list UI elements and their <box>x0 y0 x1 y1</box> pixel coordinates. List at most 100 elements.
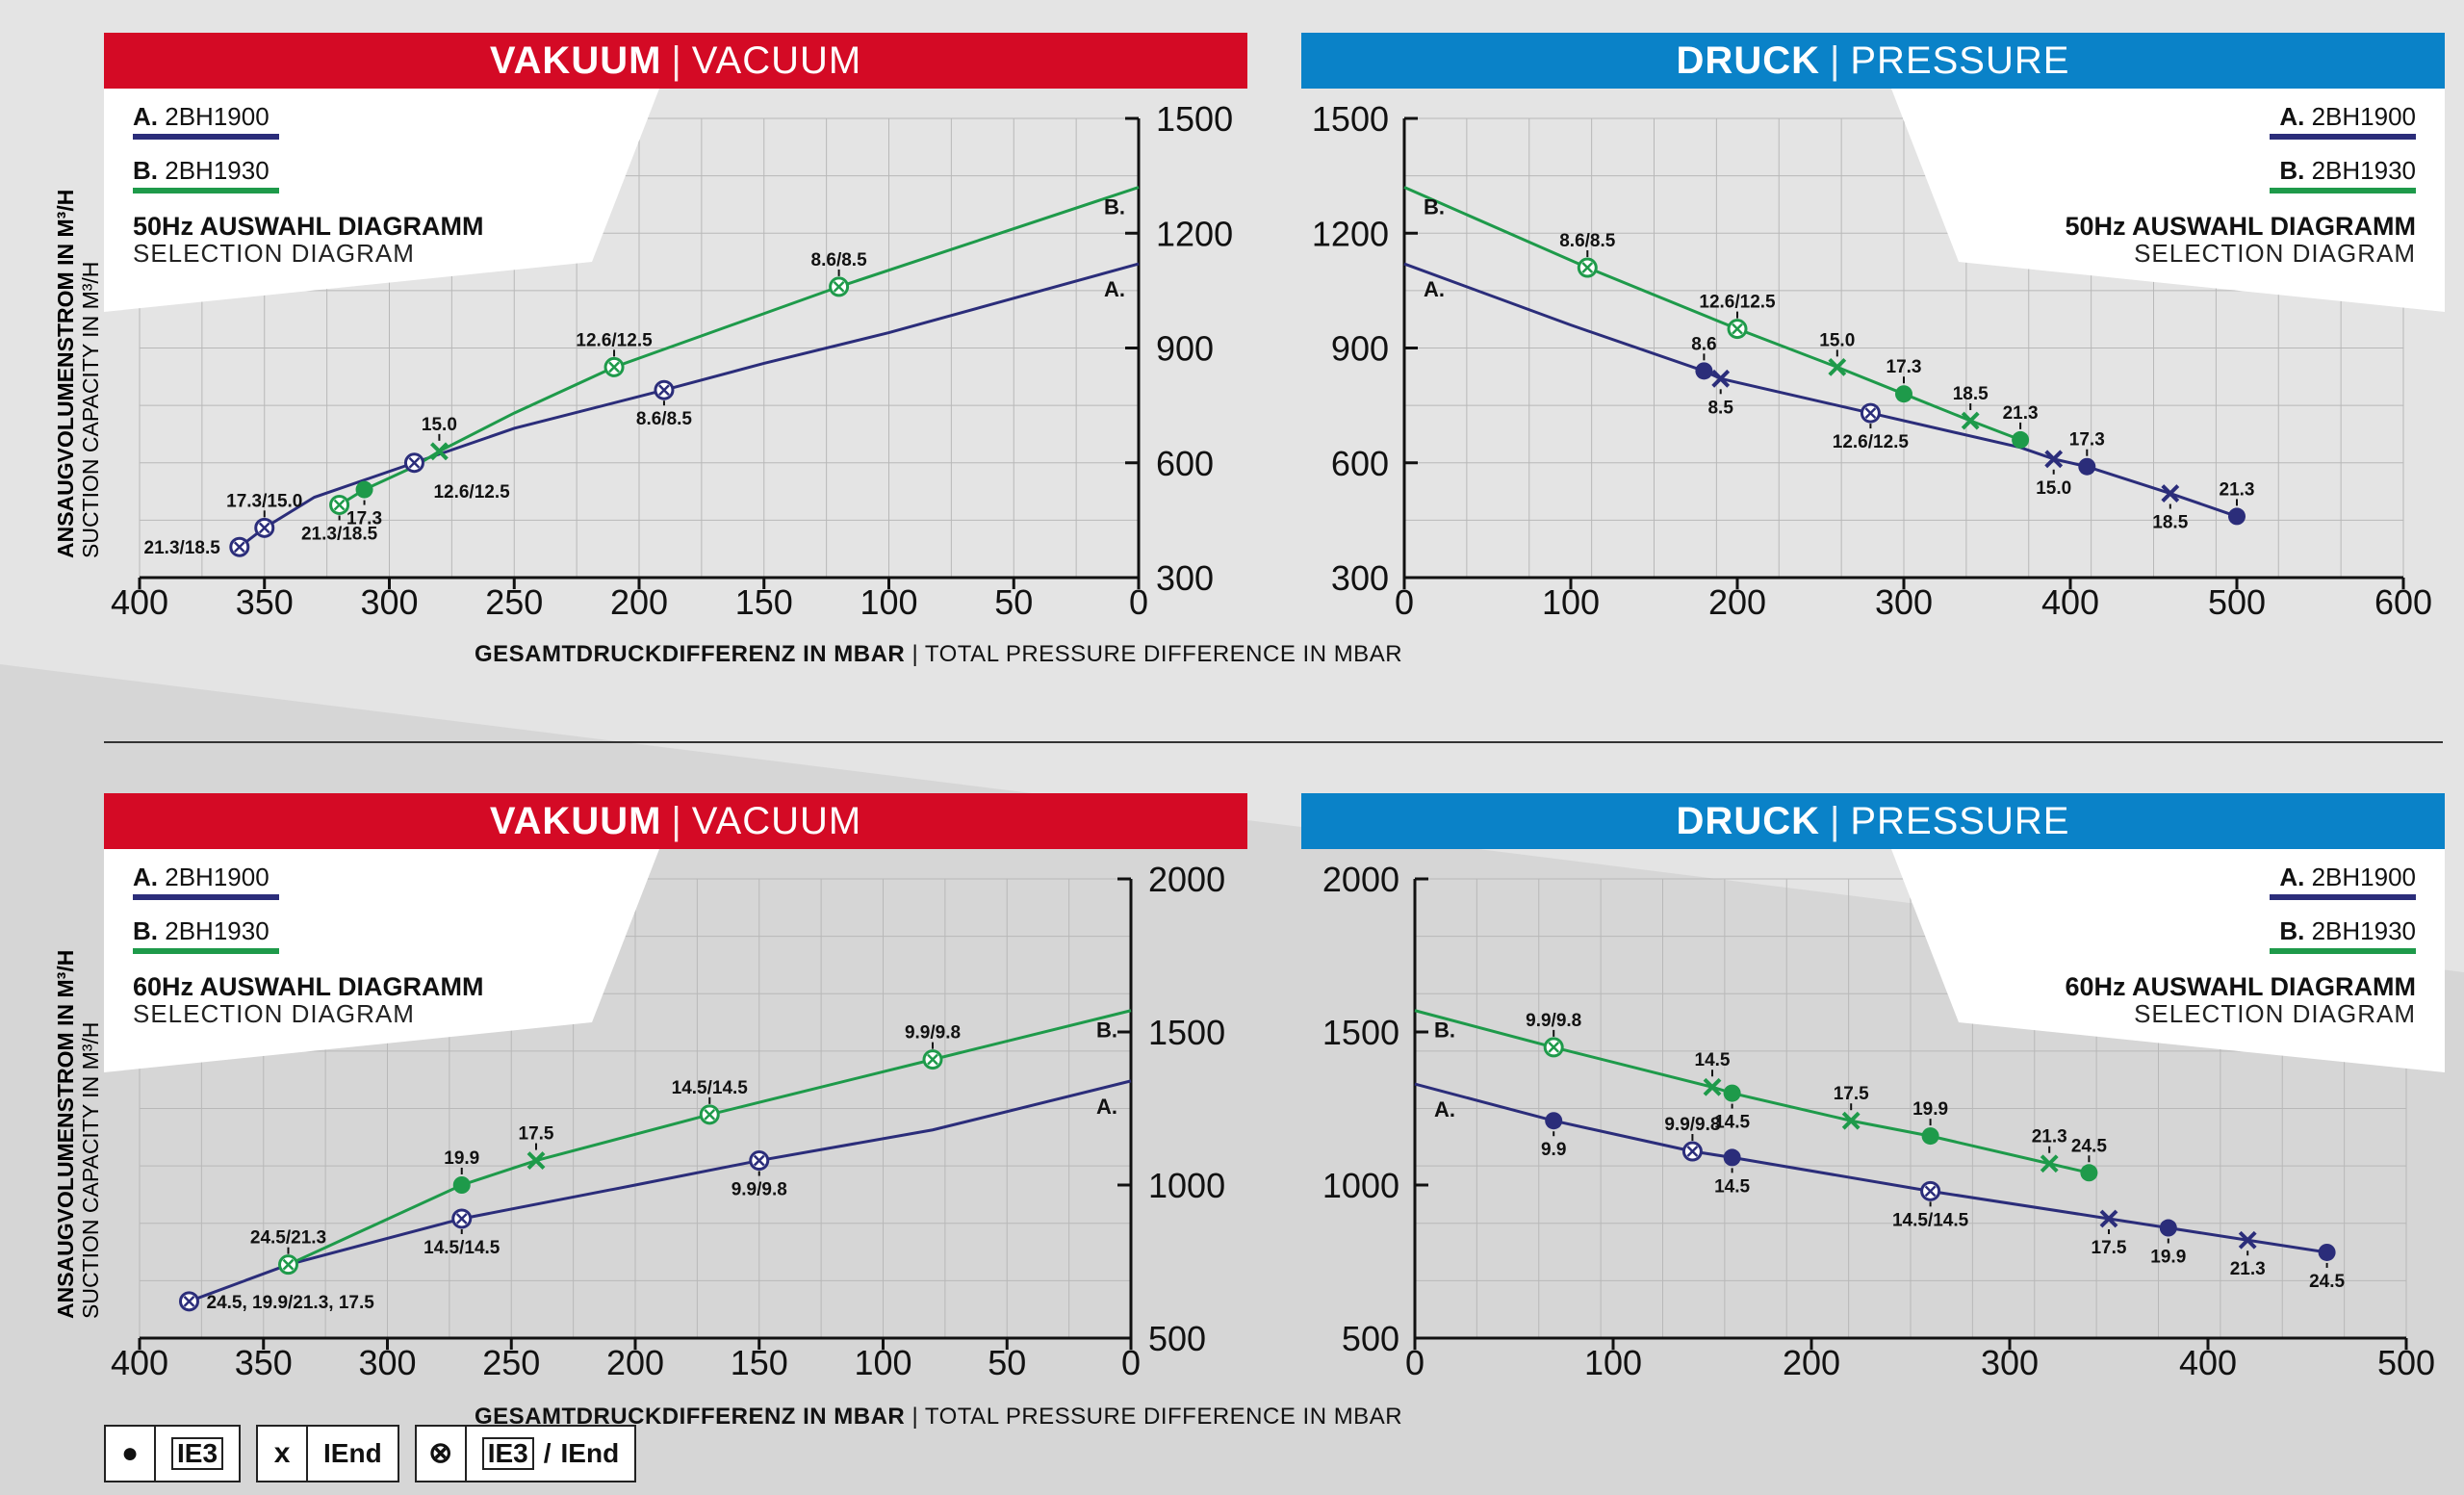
marker-label: 9.9/9.8 <box>1664 1115 1720 1135</box>
marker-label: 14.5 <box>1714 1113 1750 1133</box>
series-line-2BH1900 <box>238 262 1140 549</box>
x-tick-label: 100 <box>854 1343 911 1382</box>
legend-a: A. 2BH1900 <box>2279 863 2416 891</box>
marker-label: 14.5 <box>1695 1050 1731 1070</box>
inset-subtitle: SELECTION DIAGRAM <box>2134 239 2416 268</box>
iend-marker <box>1711 369 1731 388</box>
inset-box <box>1891 849 2445 1072</box>
series-tag: B. <box>1104 195 1125 219</box>
x-tick-label: 150 <box>735 582 793 622</box>
marker-label: 19.9 <box>1912 1099 1948 1120</box>
ie3-marker <box>2012 430 2030 449</box>
marker-label: 15.0 <box>422 415 457 435</box>
marker-label: 8.6 <box>1691 334 1716 354</box>
marker-label: 14.5/14.5 <box>672 1078 749 1098</box>
legend-b: B. 2BH1930 <box>133 916 270 945</box>
pre60-group: 0 100 200 300 400 500 500 1000 1500 2000 A. B. 9.9 9.… <box>1322 849 2445 1382</box>
y-tick-label: 900 <box>1156 329 1214 369</box>
series-line-2BH1900 <box>1403 262 2238 518</box>
both-marker-cross <box>455 1213 468 1224</box>
x-tick-label: 500 <box>2208 582 2266 622</box>
marker-label: 12.6/12.5 <box>433 482 510 503</box>
ie3-marker <box>2080 1164 2098 1182</box>
y-axis-label-top: ANSAUGVOLUMENSTROM IN M³/H SUCTION CAPAC… <box>27 77 103 558</box>
series-tag: B. <box>1424 195 1445 219</box>
x-tick-label: 200 <box>1783 1343 1840 1382</box>
legend-b: B. 2BH1930 <box>133 156 270 185</box>
x-tick-label: 100 <box>1584 1343 1642 1382</box>
marker-label: 24.5 <box>2071 1136 2107 1156</box>
both-marker-cross <box>408 456 421 469</box>
both-marker-cross <box>927 1053 938 1066</box>
ie3-marker <box>2228 507 2246 526</box>
x-tick-label: 0 <box>1405 1343 1424 1382</box>
x-axis-label-top: GESAMTDRUCKDIFFERENZ IN MBAR | TOTAL PRE… <box>474 641 1403 667</box>
y-tick-label: 1500 <box>1322 1013 1399 1052</box>
y-axis-label-en: SUCTION CAPACITY IN M³/H <box>78 1022 103 1319</box>
marker-label: 17.3 <box>1886 357 1922 377</box>
x-tick-label: 200 <box>1708 582 1766 622</box>
x-tick-label: 300 <box>1875 582 1933 622</box>
marker-label: 24.5/21.3 <box>250 1228 326 1249</box>
x-tick-label: 600 <box>2374 582 2432 622</box>
x-tick-label: 400 <box>2041 582 2099 622</box>
legend-a: A. 2BH1900 <box>133 863 270 891</box>
marker-label: 12.6/12.5 <box>1699 293 1776 313</box>
y-tick-label: 900 <box>1331 329 1389 369</box>
marker-label: 21.3 <box>2032 1127 2067 1147</box>
ie3-marker <box>1921 1127 1939 1146</box>
marker-label: 18.5 <box>2152 513 2188 533</box>
dot-icon: ● <box>106 1427 156 1481</box>
y-axis-label-de: ANSAUGVOLUMENSTROM IN M³/H <box>53 950 78 1319</box>
legend-ie3: ● IE3 <box>104 1425 242 1482</box>
vacuum-header-bottom: VAKUUM | VACUUM <box>104 793 1247 849</box>
both-marker-cross <box>1686 1146 1699 1157</box>
marker-label: 21.3/18.5 <box>301 524 378 544</box>
x-tick-label: 0 <box>1129 582 1148 622</box>
marker-label: 15.0 <box>1819 330 1855 350</box>
marker-label: 24.5 <box>2309 1272 2345 1292</box>
both-marker-cross <box>833 281 845 293</box>
iend-marker <box>2040 1154 2059 1173</box>
marker-label: 19.9 <box>2150 1248 2186 1268</box>
inset-subtitle: SELECTION DIAGRAM <box>133 239 415 268</box>
x-tick-label: 0 <box>1395 582 1414 622</box>
legend-a: A. 2BH1900 <box>2279 102 2416 131</box>
marker-label: 9.9 <box>1541 1140 1566 1160</box>
ie3-marker <box>1723 1084 1741 1102</box>
both-marker-cross <box>1864 407 1877 419</box>
x-tick-label: 250 <box>482 1343 540 1382</box>
y-axis-label-en: SUCTION CAPACITY IN M³/H <box>78 262 103 558</box>
y-tick-label: 1500 <box>1156 99 1233 139</box>
inset-box <box>1891 89 2445 312</box>
pressure-header-bottom: DRUCK | PRESSURE <box>1301 793 2445 849</box>
x-tick-label: 400 <box>111 582 168 622</box>
marker-label: 21.3 <box>2230 1259 2266 1279</box>
ie3-marker <box>355 480 373 499</box>
marker-label: 14.5/14.5 <box>424 1238 500 1258</box>
x-tick-label: 50 <box>988 1343 1026 1382</box>
marker-label: 12.6/12.5 <box>1833 432 1910 452</box>
y-tick-label: 500 <box>1148 1319 1206 1358</box>
y-axis-label-de: ANSAUGVOLUMENSTROM IN M³/H <box>53 190 78 558</box>
marker-label: 17.5 <box>1834 1084 1869 1104</box>
both-marker-cross <box>753 1154 765 1167</box>
iend-marker <box>429 442 449 461</box>
marker-label: 17.3/15.0 <box>226 491 302 511</box>
inset-title: 60Hz AUSWAHL DIAGRAMM <box>133 972 484 1001</box>
both-marker-cross <box>282 1258 295 1271</box>
both-marker-cross <box>1581 262 1594 273</box>
y-tick-label: 500 <box>1342 1319 1399 1358</box>
both-marker-cross <box>258 522 270 534</box>
both-marker-cross <box>608 361 620 374</box>
both-marker-cross <box>183 1295 195 1307</box>
marker-label: 9.9/9.8 <box>732 1180 787 1200</box>
marker-label: 21.3 <box>2003 403 2039 424</box>
y-tick-label: 1500 <box>1312 99 1389 139</box>
x-tick-label: 150 <box>731 1343 788 1382</box>
marker-label: 8.6/8.5 <box>636 409 693 429</box>
cross-icon: x <box>258 1427 309 1481</box>
legend-b: B. 2BH1930 <box>2279 916 2416 945</box>
pre50-group: 0 100 200 300 400 500 600 300 600 900 1200 1500 A. B.… <box>1312 89 2445 622</box>
